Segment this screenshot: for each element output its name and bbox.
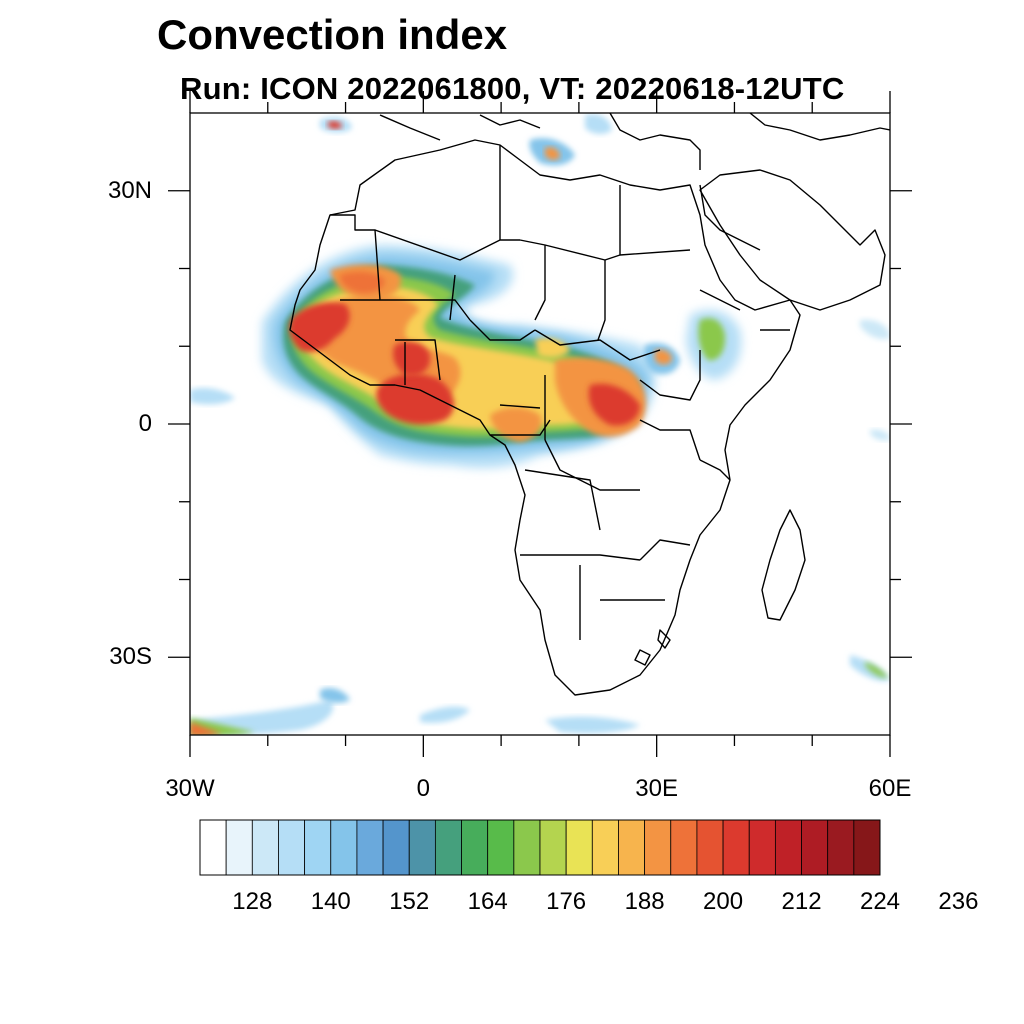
- west-africa-sahel-convection: [262, 245, 655, 468]
- colorbar-swatch: [539, 819, 567, 876]
- colorbar-swatch: [199, 819, 227, 876]
- colorbar-swatch: [225, 819, 253, 876]
- colorbar-tick-label: 224: [859, 888, 901, 915]
- colorbar-swatch: [487, 819, 515, 876]
- lon-label: 30W: [165, 775, 215, 802]
- colorbar-swatch: [618, 819, 646, 876]
- colorbar-swatch: [382, 819, 410, 876]
- central-africa-convection: [490, 338, 646, 442]
- colorbar-tick-label: 128: [232, 888, 273, 915]
- colorbar-tick-label: 152: [389, 888, 430, 915]
- colorbar-swatch: [696, 819, 724, 876]
- lat-label: 0: [138, 410, 152, 437]
- colorbar-tick-label: 176: [546, 888, 587, 915]
- colorbar-tick-label: 200: [703, 888, 744, 915]
- colorbar-swatch: [278, 819, 306, 876]
- colorbar-tick-label: 188: [624, 888, 665, 915]
- colorbar-swatch: [670, 819, 698, 876]
- colorbar-swatch: [853, 819, 881, 876]
- colorbar-swatch: [722, 819, 750, 876]
- colorbar-tick-label: 236: [938, 888, 979, 915]
- lat-label: 30N: [107, 176, 152, 204]
- colorbar-swatch: [591, 819, 619, 876]
- southern-ocean-band: [420, 319, 890, 734]
- colorbar-swatch: [434, 819, 462, 876]
- colorbar-swatch: [801, 819, 829, 876]
- colorbar-swatch: [644, 819, 672, 876]
- north-small-cells: [320, 114, 612, 166]
- colorbar-swatch: [304, 819, 332, 876]
- coastlines-and-borders: [289, 113, 890, 696]
- colorbar-swatch: [748, 819, 776, 876]
- colorbar-swatch: [513, 819, 541, 876]
- colorbar-tick-label: 212: [781, 888, 822, 915]
- colorbar-swatch: [565, 819, 593, 876]
- south-atlantic-frontal-band: [190, 387, 350, 735]
- axis-ticks: [168, 91, 912, 757]
- colorbar-swatch: [408, 819, 436, 876]
- colorbar-swatch: [827, 819, 855, 876]
- colorbar-swatch: [774, 819, 802, 876]
- colorbar-tick-label: 140: [310, 888, 351, 915]
- chart-title: Convection index: [157, 11, 508, 58]
- lon-label: 30E: [635, 775, 678, 802]
- colorbar-tick-label: 164: [467, 888, 508, 915]
- colorbar-swatch: [356, 819, 384, 876]
- colorbar-swatch: [330, 819, 358, 876]
- run-subtitle: Run: ICON 2022061800, VT: 20220618-12UTC: [180, 71, 845, 106]
- colorbar-swatch: [251, 819, 279, 876]
- lat-label: 30S: [109, 643, 152, 671]
- colorbar-border: [199, 819, 881, 876]
- colorbar-swatch: [461, 819, 489, 876]
- lon-label: 0: [416, 775, 430, 802]
- lon-label: 60E: [868, 775, 912, 802]
